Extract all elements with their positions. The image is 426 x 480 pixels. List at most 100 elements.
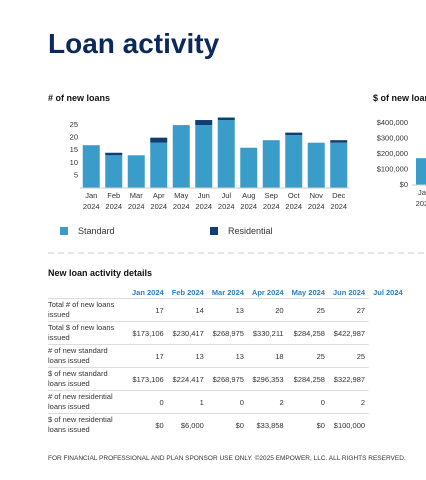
cell: 14: [167, 298, 208, 322]
bar-segment: [150, 142, 168, 188]
table-row: Total $ of new loans issued $173,106 $230,…: [48, 321, 407, 345]
x-tick-label: Oct 2024: [285, 191, 303, 211]
x-tick-label: Aug 2024: [240, 191, 258, 211]
chart-title: $ of new loans: [373, 93, 426, 103]
cell: 25: [328, 344, 370, 368]
x-tick-label: Jan 2024: [82, 191, 100, 211]
table-row: $ of new residential loans issued $0 $6,00…: [48, 413, 407, 436]
x-tick-label: Jun 2024: [195, 191, 213, 211]
cell: 2: [328, 390, 370, 414]
bar-segment: [172, 125, 190, 188]
x-tick-label: Sep 2024: [262, 191, 280, 211]
y-tick-label: 15: [70, 145, 78, 154]
cell: $284,258: [287, 367, 329, 391]
x-tick-label: Nov 2024: [307, 191, 325, 211]
cell: 25: [287, 298, 329, 322]
cell: 13: [167, 344, 208, 368]
y-tick-label: $300,000: [377, 134, 408, 143]
footer: FOR FINANCIAL PROFESSIONAL AND PLAN SPON…: [48, 455, 406, 462]
bar-segment: [150, 137, 168, 143]
bar-segment: [217, 117, 235, 121]
cell: 0: [207, 390, 248, 414]
y-tick-label: 25: [70, 120, 78, 129]
bar-segment: [330, 140, 348, 143]
legend-swatch: [60, 227, 68, 235]
y-tick-label: $100,000: [377, 165, 408, 174]
column-header: Feb 2024: [171, 287, 204, 297]
column-header: Jul 2024: [373, 287, 403, 297]
cell: $33,858: [247, 413, 288, 436]
row-label: Total $ of new loans issued: [48, 321, 128, 345]
cell: 0: [128, 390, 168, 414]
table-row: $ of new standard loans issued $173,106 $2…: [48, 367, 407, 391]
row-label: $ of new residential loans issued: [48, 413, 128, 436]
cell: 17: [128, 344, 168, 368]
y-tick-label: 5: [74, 170, 78, 179]
cell: $268,975: [207, 367, 248, 391]
column-header: Jan 2024: [132, 287, 164, 297]
cell: 17: [128, 298, 168, 322]
cell: $330,211: [247, 321, 288, 345]
cell: $0: [128, 413, 168, 436]
cell: 27: [328, 298, 370, 322]
cell: 1: [167, 390, 208, 414]
cell: $100,000: [328, 413, 370, 436]
table: Jan 2024 Feb 2024 Mar 2024 Apr 2024 May 2024…: [48, 286, 407, 436]
row-label: Total # of new loans issued: [48, 298, 128, 322]
column-header: Apr 2024: [251, 287, 284, 297]
y-tick-label: $200,000: [377, 149, 408, 158]
row-label: # of new standard loans issued: [48, 344, 128, 368]
cell: $268,975: [207, 321, 248, 345]
table-row: # of new standard loans issued 17 13 13 18 25…: [48, 344, 407, 368]
bar-segment: [416, 158, 426, 185]
x-tick-label: Feb 2024: [105, 191, 123, 211]
cell: 13: [207, 298, 248, 322]
legend-label: Standard: [78, 226, 115, 236]
table-row: Total # of new loans issued 17 14 13 20 25 27: [48, 298, 407, 322]
bar-segment: [82, 145, 100, 188]
bar-segment: [330, 142, 348, 188]
cell: $224,417: [167, 367, 208, 391]
column-header: Mar 2024: [211, 287, 244, 297]
x-tick-label: Jul 2024: [217, 191, 235, 211]
bar-segment: [127, 155, 145, 188]
y-tick-label: 20: [70, 133, 78, 142]
y-tick-label: $400,000: [377, 118, 408, 127]
row-label: # of new residential loans issued: [48, 390, 128, 414]
bar-segment: [262, 140, 280, 188]
corner-cell: [48, 286, 128, 299]
bar-segment: [285, 132, 303, 136]
bar-segment: [285, 135, 303, 188]
bar-segment: [105, 155, 123, 188]
cell: 0: [287, 390, 329, 414]
y-tick-label: $0: [400, 180, 408, 189]
cell: 2: [247, 390, 288, 414]
cell: $173,106: [128, 321, 168, 345]
table-title: New loan activity details: [48, 268, 153, 278]
cell: 25: [287, 344, 329, 368]
bar-segment: [307, 142, 325, 188]
column-header: May 2024: [291, 287, 325, 297]
cell: $296,353: [247, 367, 288, 391]
legend-swatch: [210, 227, 218, 235]
bar-segment: [195, 125, 213, 188]
cell: $284,258: [287, 321, 329, 345]
y-tick-label: 10: [70, 158, 78, 167]
cell: $0: [207, 413, 248, 436]
cell: $0: [287, 413, 329, 436]
cell: $6,000: [167, 413, 208, 436]
bar-segment: [105, 152, 123, 156]
cell: $230,417: [167, 321, 208, 345]
bar-segment: [240, 147, 258, 188]
x-tick-label: May 2024: [172, 191, 190, 211]
cell: $173,106: [128, 367, 168, 391]
bar-segment: [217, 120, 235, 188]
header-row: Jan 2024 Feb 2024 Mar 2024 Apr 2024 May 2024…: [48, 286, 407, 299]
x-tick-label: Jan 2024: [415, 188, 426, 208]
column-header: Jun 2024: [332, 287, 366, 297]
x-tick-label: Dec 2024: [330, 191, 348, 211]
legend-label: Residential: [228, 226, 273, 236]
cell: 13: [207, 344, 248, 368]
